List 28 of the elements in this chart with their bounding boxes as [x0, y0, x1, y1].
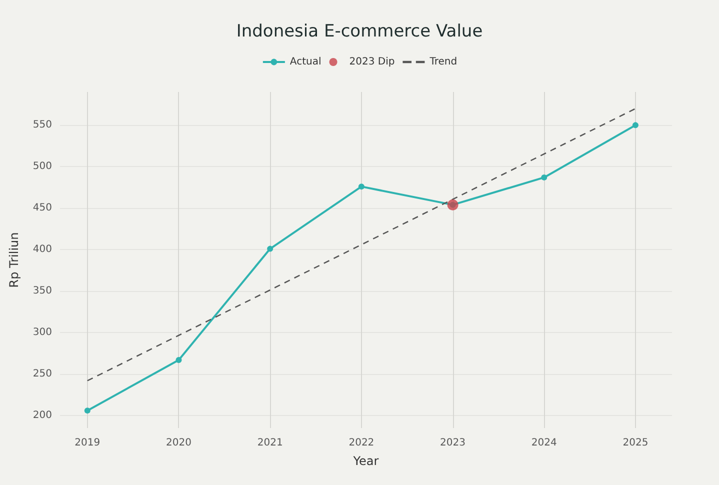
y-tick-label: 400 [32, 244, 52, 256]
point [447, 199, 458, 210]
y-tick-label: 350 [32, 286, 52, 297]
y-tick-label: 500 [32, 161, 52, 172]
y-tick-label: 550 [32, 120, 52, 131]
y-tick-label: 200 [32, 410, 52, 422]
legend-label: Trend [428, 56, 458, 68]
x-tick-label: 2019 [74, 438, 100, 448]
legend-label: 2023 Dip [349, 56, 395, 68]
point [267, 246, 274, 252]
x-tick-label: 2025 [622, 438, 648, 448]
y-tick-label: 250 [32, 368, 52, 380]
x-tick-label: 2022 [348, 438, 374, 448]
legend-label: Actual [290, 56, 322, 68]
x-tick-label: 2021 [257, 438, 283, 448]
point [84, 408, 90, 414]
chart-title: Indonesia E-commerce Value [236, 22, 483, 42]
y-axis-title: Rp Triliun [7, 232, 21, 288]
x-tick-label: 2020 [166, 438, 192, 448]
x-axis-title: Year [352, 454, 379, 468]
x-tick-label: 2024 [531, 438, 557, 448]
y-tick-label: 450 [32, 202, 52, 214]
point [541, 174, 548, 180]
point [358, 184, 364, 190]
x-tick-label: 2023 [440, 438, 466, 448]
point [176, 356, 182, 363]
y-tick-label: 300 [32, 327, 52, 338]
point [632, 122, 638, 128]
